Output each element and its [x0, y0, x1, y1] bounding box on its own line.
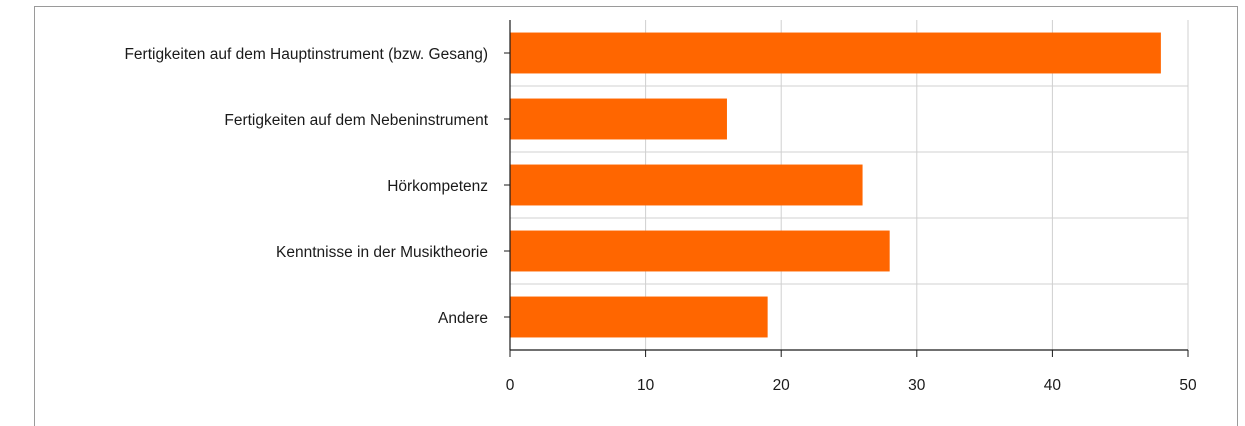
bar — [510, 230, 890, 272]
x-tick-label: 0 — [506, 377, 515, 394]
chart-frame — [34, 6, 1238, 426]
category-label: Fertigkeiten auf dem Hauptinstrument (bz… — [124, 46, 488, 63]
category-label: Hörkompetenz — [387, 178, 488, 195]
grid-lines — [510, 20, 1189, 350]
x-tick-label: 50 — [1179, 377, 1197, 394]
bars — [510, 32, 1161, 338]
bar — [510, 98, 727, 140]
category-label: Fertigkeiten auf dem Nebeninstrument — [224, 112, 488, 129]
x-tick-label: 20 — [773, 377, 791, 394]
bar — [510, 32, 1161, 74]
bar — [510, 164, 863, 206]
x-tick-label: 40 — [1044, 377, 1062, 394]
x-tick-label: 30 — [908, 377, 926, 394]
category-label: Andere — [438, 310, 488, 327]
axes — [504, 20, 1189, 357]
category-labels: Fertigkeiten auf dem Hauptinstrument (bz… — [124, 46, 488, 327]
x-tick-label: 10 — [637, 377, 655, 394]
x-tick-labels: 0 10 20 30 40 50 — [506, 377, 1197, 394]
bar — [510, 296, 768, 338]
category-label: Kenntnisse in der Musiktheorie — [276, 244, 488, 261]
